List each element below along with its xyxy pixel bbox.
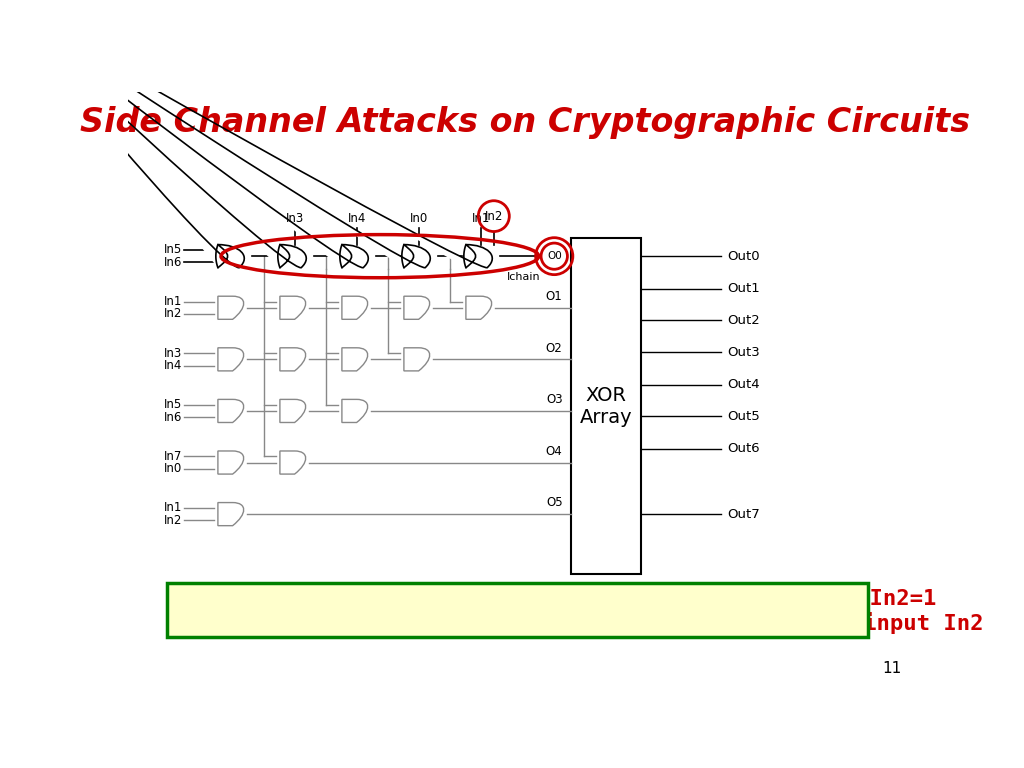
Text: Out4: Out4 (727, 379, 760, 391)
Text: In6: In6 (164, 256, 182, 269)
Text: In0: In0 (410, 213, 428, 225)
PathPatch shape (280, 451, 306, 474)
Text: Out2: Out2 (727, 313, 760, 326)
Text: Out3: Out3 (727, 346, 760, 359)
Text: In4: In4 (164, 359, 182, 372)
PathPatch shape (342, 348, 368, 371)
PathPatch shape (0, 245, 306, 768)
Text: In7: In7 (164, 450, 182, 463)
PathPatch shape (0, 245, 245, 768)
PathPatch shape (280, 296, 306, 319)
PathPatch shape (403, 296, 430, 319)
Text: Out7: Out7 (727, 508, 760, 521)
Text: Out0: Out0 (727, 250, 760, 263)
PathPatch shape (403, 348, 430, 371)
Text: In0: In0 (164, 462, 182, 475)
Text: Out5: Out5 (727, 410, 760, 423)
Text: In5: In5 (164, 398, 182, 411)
PathPatch shape (0, 245, 430, 768)
PathPatch shape (342, 296, 368, 319)
Text: In2: In2 (164, 307, 182, 320)
Text: In3: In3 (164, 346, 182, 359)
Text: In1: In1 (164, 295, 182, 308)
Text: 11: 11 (883, 660, 901, 676)
PathPatch shape (218, 296, 244, 319)
Text: In3: In3 (286, 213, 304, 225)
PathPatch shape (466, 296, 492, 319)
Text: In2: In2 (484, 210, 503, 223)
Circle shape (541, 243, 567, 270)
Text: O4: O4 (546, 445, 562, 458)
Text: In6: In6 (164, 411, 182, 424)
Text: XOR
Array: XOR Array (580, 386, 633, 427)
PathPatch shape (0, 245, 369, 768)
PathPatch shape (280, 399, 306, 422)
Text: Out6: Out6 (727, 442, 760, 455)
Text: In4: In4 (347, 213, 366, 225)
Text: changes is different when In2=0 vs In2=1: changes is different when In2=0 vs In2=1 (388, 587, 937, 609)
Text: Side Channel Attacks on Cryptographic Circuits: Side Channel Attacks on Cryptographic Ci… (80, 107, 970, 140)
PathPatch shape (218, 348, 244, 371)
Text: O2: O2 (546, 342, 562, 355)
PathPatch shape (218, 399, 244, 422)
Bar (167, 584, 868, 637)
Text: O0: O0 (547, 251, 561, 261)
PathPatch shape (0, 245, 493, 768)
Text: In1: In1 (164, 502, 182, 515)
PathPatch shape (342, 399, 368, 422)
Text: In5: In5 (164, 243, 182, 257)
Bar (571, 238, 641, 574)
Text: Out1: Out1 (727, 282, 760, 295)
Text: O3: O3 (546, 393, 562, 406)
Text: Time at which O: Time at which O (180, 588, 381, 608)
Text: Consequence: Timing-based attack can reveal secret input In2: Consequence: Timing-based attack can rev… (180, 612, 983, 634)
Text: O1: O1 (546, 290, 562, 303)
PathPatch shape (218, 502, 244, 525)
Text: In2: In2 (164, 514, 182, 527)
Text: In1: In1 (471, 213, 489, 225)
Text: 0: 0 (375, 594, 385, 611)
Text: O5: O5 (546, 496, 562, 509)
PathPatch shape (218, 451, 244, 474)
PathPatch shape (280, 348, 306, 371)
Text: Ichain: Ichain (507, 272, 540, 282)
